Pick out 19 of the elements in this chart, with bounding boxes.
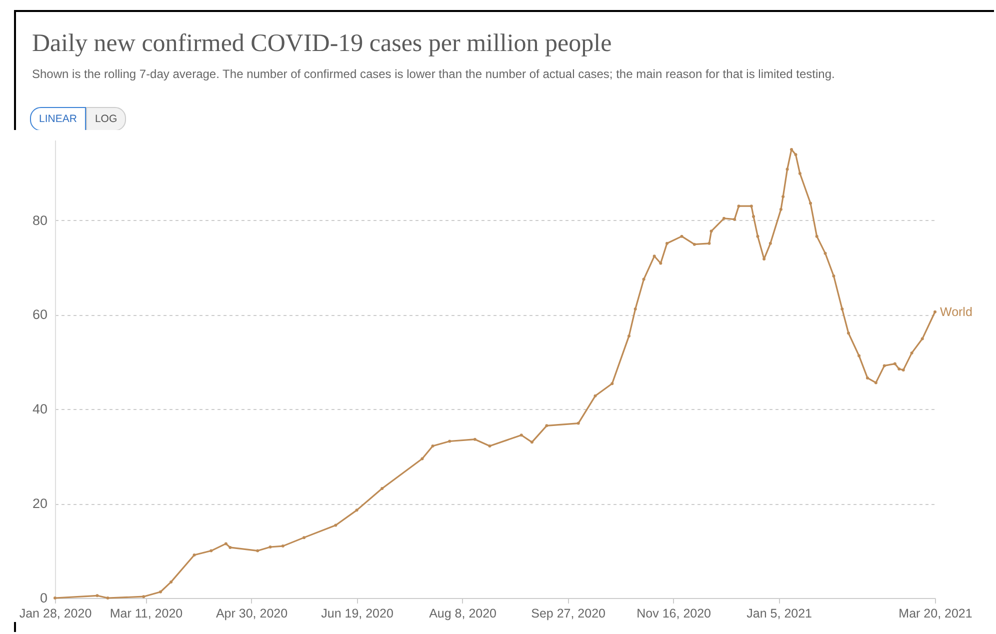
- chart-subtitle: Shown is the rolling 7-day average. The number of confirmed cases is lower than the number of actual cases; the main reason for that is limited testing.: [32, 67, 835, 81]
- y-tick-label: 60: [32, 307, 48, 322]
- text: LOG: [86, 107, 126, 131]
- x-tick-label: Nov 16, 2020: [636, 606, 712, 620]
- x-tick-label: Jan 5, 2021: [746, 606, 812, 620]
- x-tick-label: Mar 11, 2020: [110, 606, 183, 620]
- y-tick-label: 0: [40, 590, 48, 606]
- chart-title: Daily new confirmed COVID-19 cases per million people: [32, 30, 612, 58]
- x-tick-label: Jan 28, 2020: [19, 606, 92, 620]
- x-tick-label: Mar 20, 2021: [898, 606, 972, 620]
- y-tick-label: 40: [32, 402, 48, 417]
- x-tick-label: Aug 8, 2020: [429, 606, 497, 620]
- x-tick-label: Jun 19, 2020: [321, 606, 394, 620]
- y-tick-label: 80: [32, 212, 48, 228]
- series-label: World: [940, 304, 972, 319]
- x-tick-label: Apr 30, 2020: [216, 606, 288, 620]
- x-tick-label: Sep 27, 2020: [531, 606, 606, 620]
- text: LINEAR: [30, 107, 86, 131]
- y-tick-label: 20: [32, 496, 48, 512]
